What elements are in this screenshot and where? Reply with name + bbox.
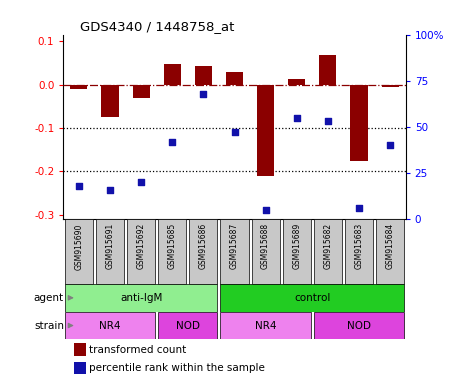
Point — [200, 91, 207, 97]
Point — [75, 183, 83, 189]
FancyBboxPatch shape — [158, 219, 186, 284]
Bar — [70, 84, 87, 89]
FancyBboxPatch shape — [251, 219, 280, 284]
Bar — [195, 66, 212, 84]
FancyBboxPatch shape — [220, 284, 404, 312]
Bar — [164, 64, 181, 84]
FancyBboxPatch shape — [314, 312, 404, 339]
Text: transformed count: transformed count — [89, 345, 186, 355]
Bar — [319, 55, 336, 84]
FancyBboxPatch shape — [314, 219, 342, 284]
Point — [324, 118, 332, 124]
Text: GSM915684: GSM915684 — [386, 223, 394, 270]
Bar — [74, 362, 85, 374]
Bar — [133, 84, 150, 98]
FancyBboxPatch shape — [345, 219, 373, 284]
Point — [262, 207, 269, 213]
Bar — [101, 84, 119, 117]
Text: GSM915686: GSM915686 — [199, 223, 208, 270]
Text: GSM915689: GSM915689 — [292, 223, 301, 270]
Text: NR4: NR4 — [99, 321, 121, 331]
Text: GSM915683: GSM915683 — [355, 223, 363, 270]
Point — [293, 114, 301, 121]
FancyBboxPatch shape — [96, 219, 124, 284]
Bar — [257, 84, 274, 176]
FancyBboxPatch shape — [283, 219, 311, 284]
Text: control: control — [294, 293, 331, 303]
Text: GSM915692: GSM915692 — [136, 223, 146, 270]
FancyBboxPatch shape — [220, 312, 311, 339]
Bar — [382, 84, 399, 87]
Text: NOD: NOD — [176, 321, 200, 331]
Text: GSM915687: GSM915687 — [230, 223, 239, 270]
Bar — [226, 72, 243, 84]
FancyBboxPatch shape — [65, 284, 218, 312]
Text: percentile rank within the sample: percentile rank within the sample — [89, 363, 265, 373]
FancyBboxPatch shape — [220, 219, 249, 284]
Point — [231, 129, 238, 136]
FancyBboxPatch shape — [376, 219, 404, 284]
Bar — [288, 79, 305, 84]
FancyBboxPatch shape — [127, 219, 155, 284]
Bar — [74, 343, 85, 356]
Point — [355, 205, 363, 211]
Point — [137, 179, 145, 185]
FancyBboxPatch shape — [189, 219, 218, 284]
Text: GSM915688: GSM915688 — [261, 223, 270, 269]
Text: GDS4340 / 1448758_at: GDS4340 / 1448758_at — [81, 20, 235, 33]
Text: NOD: NOD — [347, 321, 371, 331]
Text: strain: strain — [34, 321, 64, 331]
Text: GSM915691: GSM915691 — [106, 223, 114, 270]
Text: NR4: NR4 — [255, 321, 276, 331]
Text: GSM915682: GSM915682 — [323, 223, 333, 269]
Bar — [350, 84, 368, 161]
FancyBboxPatch shape — [158, 312, 218, 339]
Point — [106, 187, 114, 193]
FancyBboxPatch shape — [65, 312, 155, 339]
Text: anti-IgM: anti-IgM — [120, 293, 162, 303]
Text: agent: agent — [34, 293, 64, 303]
Point — [386, 142, 394, 149]
Text: GSM915690: GSM915690 — [75, 223, 83, 270]
Text: GSM915685: GSM915685 — [168, 223, 177, 270]
FancyBboxPatch shape — [65, 219, 93, 284]
Point — [168, 139, 176, 145]
